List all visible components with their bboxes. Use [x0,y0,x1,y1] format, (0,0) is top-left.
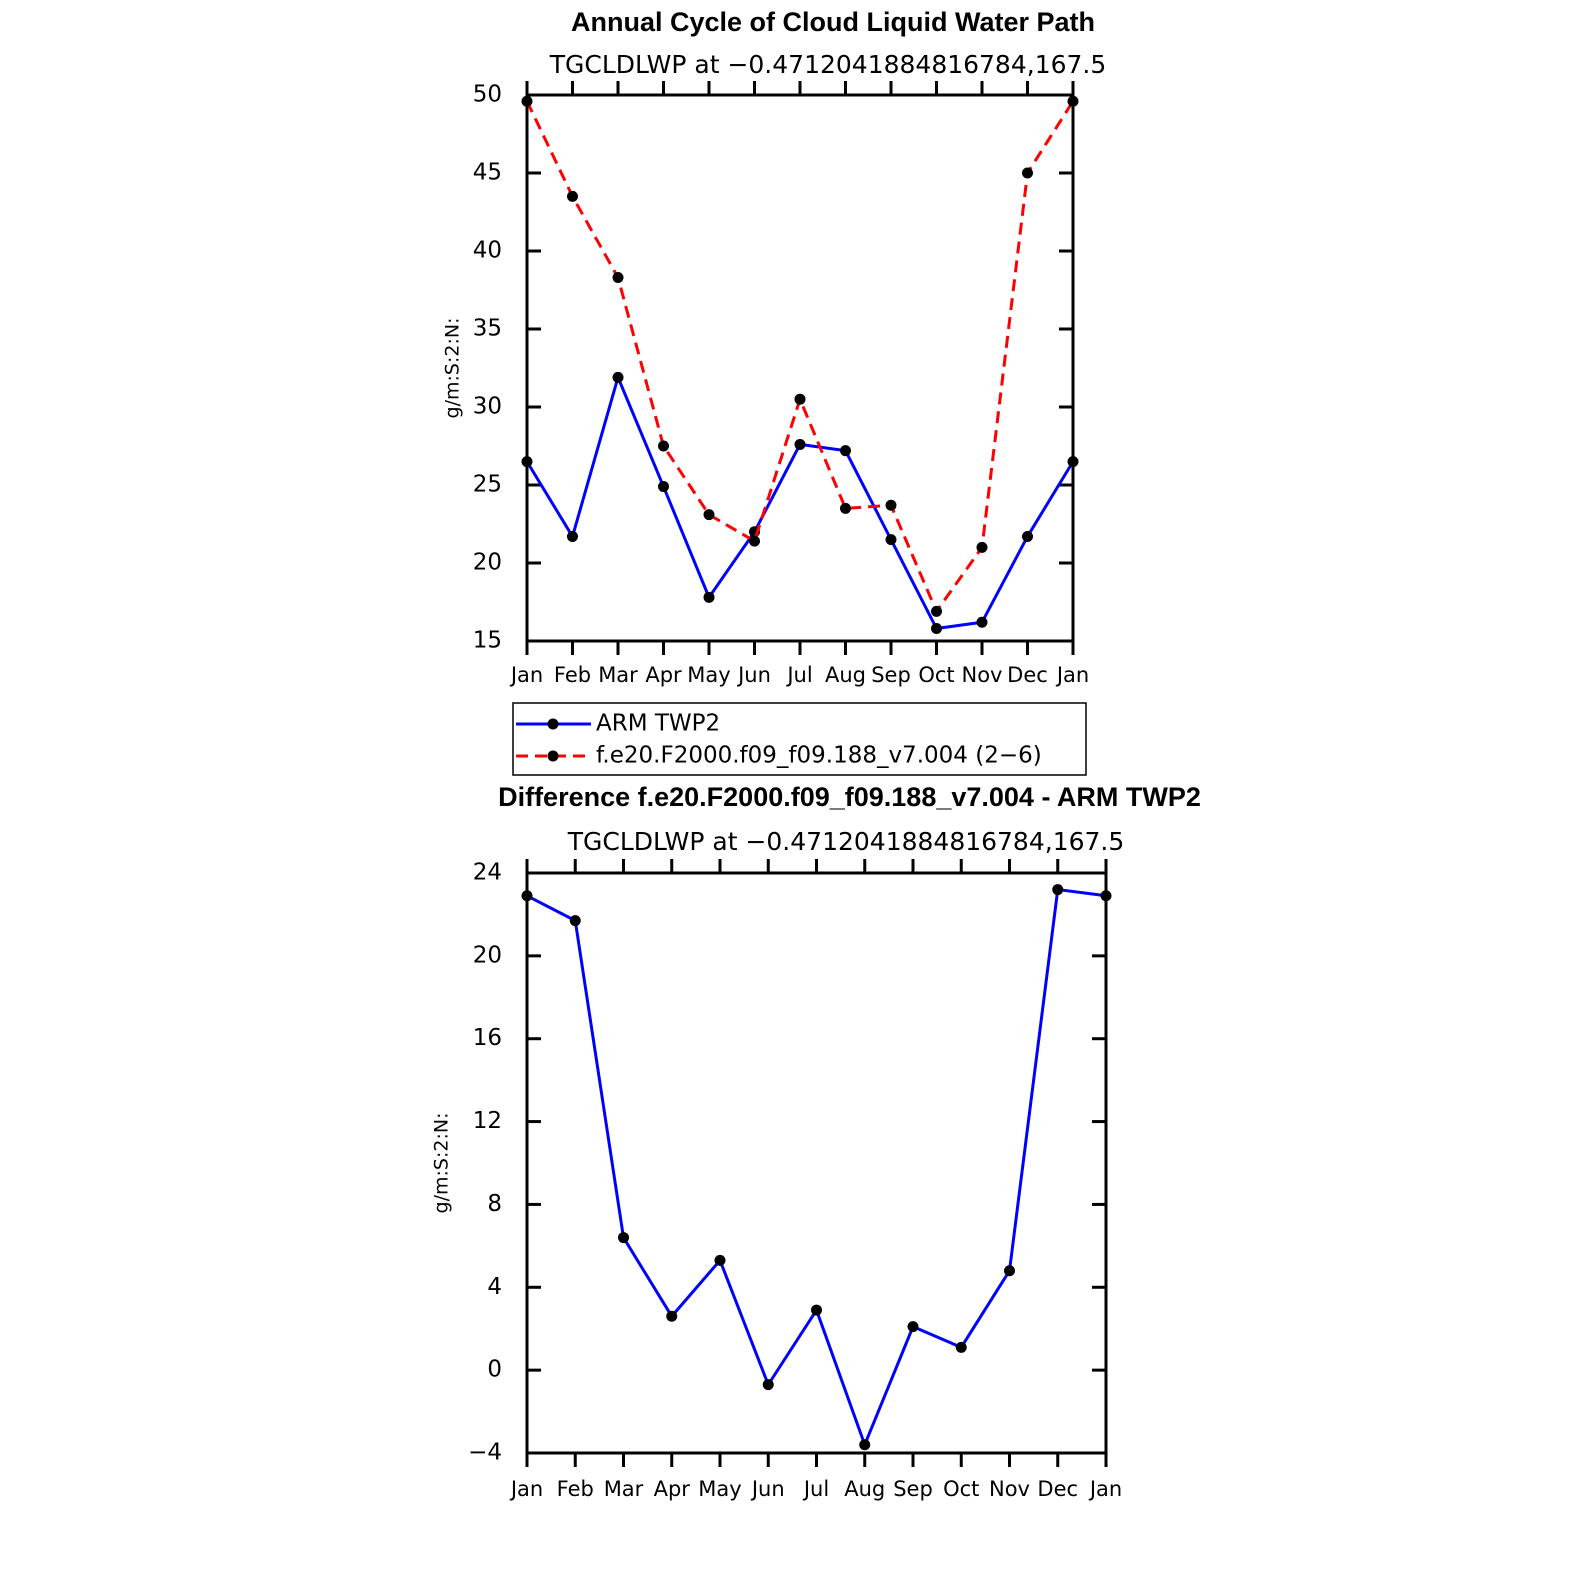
y-tick-label: 16 [473,1025,502,1051]
x-tick-label: Sep [871,663,911,687]
legend-marker [547,750,559,762]
y-tick-label: 20 [473,550,502,576]
data-point [840,502,851,514]
x-tick-label: Dec [1037,1477,1078,1501]
y-tick-label: 40 [473,238,502,264]
legend-label: ARM TWP2 [596,711,720,737]
y-tick-label: 15 [473,628,502,654]
data-point [567,530,578,542]
y-tick-label: 50 [473,82,502,108]
data-point [859,1439,871,1451]
x-tick-label: Oct [918,663,954,687]
x-tick-label: Feb [554,663,591,687]
series-line [526,887,1107,1449]
data-point [658,440,669,452]
chart-subtitle: TGCLDLWP at −0.4712041884816784,167.5 [549,50,1107,79]
data-point [749,535,760,547]
data-point [521,456,533,468]
series-line [525,100,1075,615]
x-tick-label: Nov [989,1477,1030,1501]
y-tick-label: 45 [473,160,502,186]
y-axis-label: g/m:S:2:N: [442,318,464,419]
x-tick-label: Mar [604,1477,644,1501]
data-point [885,534,897,546]
x-tick-label: Sep [893,1477,933,1501]
y-tick-label: 25 [473,472,502,498]
chart-title: Difference f.e20.F2000.f09_f09.188_v7.00… [498,782,1201,812]
legend-label: f.e20.F2000.f09_f09.188_v7.004 (2−6) [596,743,1042,769]
x-tick-label: Jan [1055,663,1089,687]
y-tick-label: 35 [473,316,502,342]
y-tick-label: 0 [487,1357,502,1383]
x-tick-label: Jan [1088,1477,1122,1501]
data-point [762,1379,774,1391]
x-tick-label: Feb [557,1477,594,1501]
data-point [794,393,806,405]
data-point [666,1310,678,1322]
data-point [1067,456,1079,468]
x-tick-label: Apr [654,1477,691,1501]
chart-subtitle: TGCLDLWP at −0.4712041884816784,167.5 [567,827,1125,856]
data-point [1022,530,1033,542]
data-point [1052,884,1064,896]
x-tick-label: Mar [598,663,638,687]
y-tick-label: 30 [473,394,502,420]
x-tick-label: May [698,1477,741,1501]
data-point [658,481,669,493]
data-point [794,438,806,450]
x-tick-label: Oct [943,1477,979,1501]
data-point [1067,95,1079,107]
data-point [612,371,624,383]
data-point [1004,1265,1015,1277]
chart-title: Annual Cycle of Cloud Liquid Water Path [571,7,1095,37]
data-point [811,1304,822,1316]
plot-frame [525,93,1075,643]
data-point [714,1254,726,1266]
data-point [569,915,581,927]
x-tick-label: Dec [1007,663,1048,687]
x-tick-label: Jun [750,1477,785,1501]
y-tick-label: 4 [487,1274,502,1300]
x-tick-label: Jul [802,1477,829,1501]
data-point [703,591,715,603]
y-axis-label: g/m:S:2:N: [431,1113,453,1214]
data-point [521,95,533,107]
x-tick-label: Nov [962,663,1003,687]
data-point [931,605,942,617]
y-tick-label: 8 [487,1191,502,1217]
x-tick-label: Apr [645,663,682,687]
legend-box [512,702,1087,776]
data-point [976,541,988,553]
plot-frame [525,871,1108,1455]
data-point [703,509,715,521]
y-tick-label: 24 [473,860,502,886]
series-line [525,372,1075,631]
x-tick-label: Jun [736,663,771,687]
data-point [885,499,897,511]
data-point [907,1321,919,1333]
data-point [618,1232,629,1244]
data-point [612,272,624,284]
x-tick-label: Aug [825,663,866,687]
x-tick-label: Jan [509,663,543,687]
y-tick-label: 12 [473,1108,502,1134]
y-tick-label: 20 [473,942,502,968]
data-point [976,616,988,628]
x-tick-label: May [687,663,730,687]
x-tick-label: Jan [509,1477,543,1501]
data-point [1022,167,1033,179]
x-tick-label: Aug [844,1477,885,1501]
data-point [840,445,851,457]
y-tick-label: −4 [468,1440,502,1466]
data-point [931,623,942,635]
data-point [1100,890,1112,902]
legend-marker [547,718,559,730]
data-point [567,190,578,202]
data-point [521,890,533,902]
x-tick-label: Jul [785,663,812,687]
data-point [955,1341,967,1353]
